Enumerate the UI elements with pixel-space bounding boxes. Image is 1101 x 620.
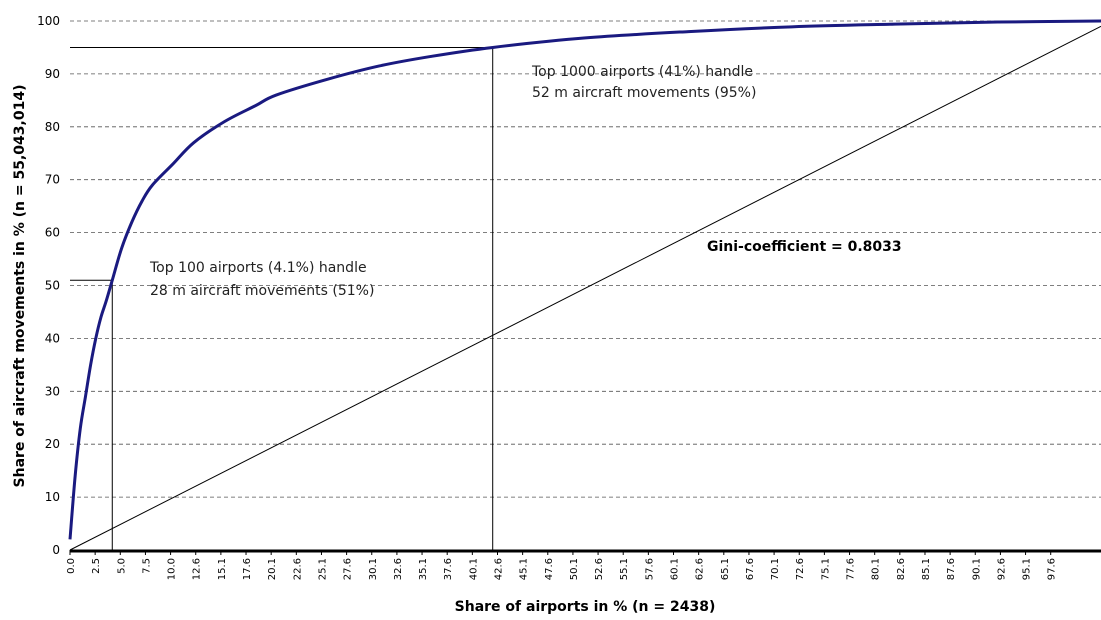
x-tick-label: 5.0 xyxy=(116,558,127,574)
x-tick-label: 27.6 xyxy=(343,558,354,580)
x-tick-label: 85.1 xyxy=(921,558,932,580)
equality-line xyxy=(69,25,1101,551)
x-tick-label: 30.1 xyxy=(368,558,379,580)
x-tick-label: 72.6 xyxy=(795,558,806,580)
axes: 0 10 20 30 40 50 60 70 80 90 100 0.0 2.5 5.0 7.5 10.0 12… xyxy=(37,14,1101,580)
x-tick-label: 7.5 xyxy=(141,558,152,574)
x-tick-label: 95.1 xyxy=(1022,558,1033,580)
x-tick-label: 2.5 xyxy=(91,558,102,574)
x-tick-label: 57.6 xyxy=(644,558,655,580)
x-tick-label: 60.1 xyxy=(670,558,681,580)
y-tick-label: 90 xyxy=(45,67,60,81)
x-tick-label: 45.1 xyxy=(519,558,530,580)
y-tick-label: 50 xyxy=(45,279,60,293)
x-tick-label: 50.1 xyxy=(569,558,580,580)
x-tick-label: 80.1 xyxy=(871,558,882,580)
x-tick-label: 25.1 xyxy=(317,558,328,580)
x-tick-label: 37.6 xyxy=(443,558,454,580)
gini-coefficient-label: Gini-coefficient = 0.8033 xyxy=(707,239,902,255)
x-tick-label: 10.0 xyxy=(167,558,178,580)
y-tick-label: 0 xyxy=(52,543,60,557)
y-tick-label: 60 xyxy=(45,226,60,240)
annotation-top1000-line2: 52 m aircraft movements (95%) xyxy=(532,85,756,101)
x-tick-label: 67.6 xyxy=(745,558,756,580)
x-tick-label: 62.6 xyxy=(695,558,706,580)
labels: Share of airports in % (n = 2438) Share … xyxy=(12,64,902,615)
x-tick-label: 32.6 xyxy=(393,558,404,580)
x-tick-label: 0.0 xyxy=(66,558,77,574)
x-tick-label: 12.6 xyxy=(192,558,203,580)
x-tick-label: 92.6 xyxy=(996,558,1007,580)
x-tick-label: 22.6 xyxy=(292,558,303,580)
annotation-top1000-line1: Top 1000 airports (41%) handle xyxy=(531,64,753,80)
x-tick-label: 75.1 xyxy=(820,558,831,580)
gridlines xyxy=(70,20,1101,498)
x-tick-label: 97.6 xyxy=(1047,558,1058,580)
x-tick-label: 65.1 xyxy=(720,558,731,580)
x-tick-label: 70.1 xyxy=(770,558,781,580)
x-tick-label: 87.6 xyxy=(946,558,957,580)
x-tick-label: 15.1 xyxy=(217,558,228,580)
y-tick-label: 10 xyxy=(45,490,60,504)
annotation-top100-line2: 28 m aircraft movements (51%) xyxy=(150,283,374,299)
reference-lines xyxy=(70,46,494,550)
x-tick-label: 90.1 xyxy=(971,558,982,580)
x-tick-label: 40.1 xyxy=(468,558,479,580)
x-tick-label: 35.1 xyxy=(418,558,429,580)
series-lines xyxy=(68,19,1101,551)
x-tick-label: 52.6 xyxy=(594,558,605,580)
x-tick-label: 47.6 xyxy=(544,558,555,580)
x-tick-label: 82.6 xyxy=(896,558,907,580)
y-tick-label: 20 xyxy=(45,437,60,451)
x-axis-title: Share of airports in % (n = 2438) xyxy=(455,599,716,615)
lorenz-curve xyxy=(68,19,1101,540)
x-tick-label: 55.1 xyxy=(619,558,630,580)
y-tick-label: 70 xyxy=(45,173,60,187)
annotation-top100-line1: Top 100 airports (4.1%) handle xyxy=(149,260,367,276)
x-tick-label: 20.1 xyxy=(267,558,278,580)
y-tick-label: 40 xyxy=(45,331,60,345)
y-tick-label: 100 xyxy=(37,14,60,28)
y-axis-title: Share of aircraft movements in % (n = 55… xyxy=(12,85,28,488)
y-tick-label: 80 xyxy=(45,120,60,134)
x-tick-label: 42.6 xyxy=(493,558,504,580)
x-tick-label: 17.6 xyxy=(242,558,253,580)
x-tick-label: 77.6 xyxy=(846,558,857,580)
y-tick-label: 30 xyxy=(45,384,60,398)
